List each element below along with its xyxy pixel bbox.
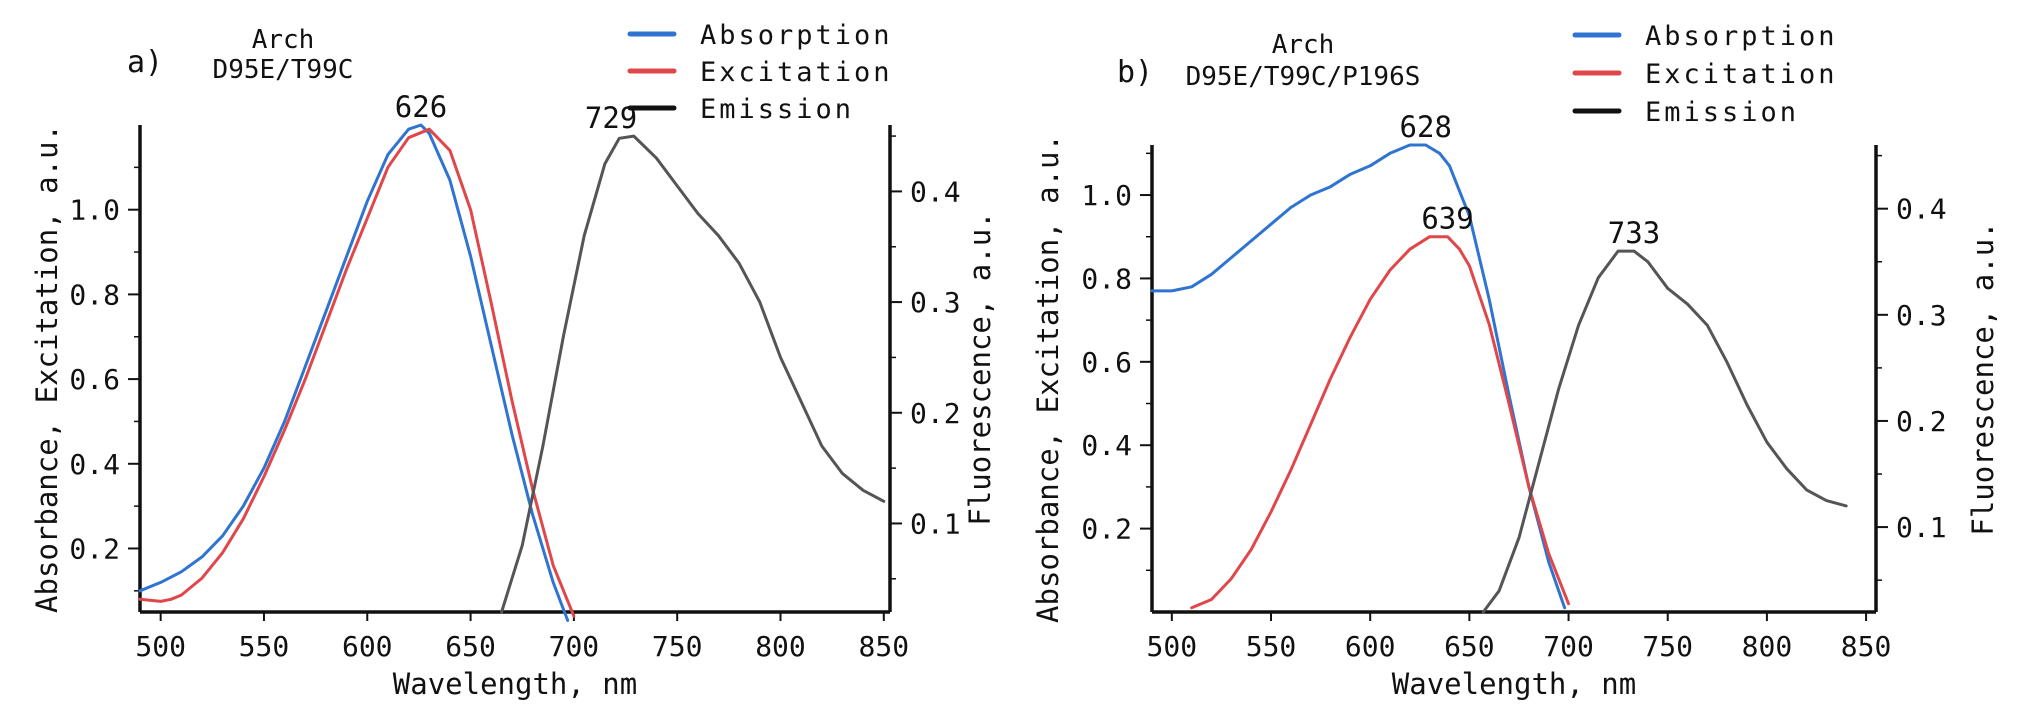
x-tick-label: 800: [755, 630, 806, 663]
peak-label: 639: [1421, 202, 1473, 236]
legend-label: Excitation: [1645, 59, 1838, 90]
y2-tick-label: 0.4: [1896, 193, 1947, 226]
legend-label: Absorption: [1645, 21, 1838, 52]
x-tick-label: 500: [135, 630, 186, 663]
x-tick-label: 750: [652, 630, 703, 663]
y-axis-label: Absorbance, Excitation, a.u.: [1031, 134, 1065, 623]
series-line-absorption: [1150, 143, 1567, 610]
y-tick-label: 0.2: [69, 532, 120, 565]
legend-label: Excitation: [700, 57, 893, 88]
series-line-absorption: [138, 123, 570, 622]
y-tick-label: 0.4: [69, 448, 120, 481]
x-tick-label: 600: [1345, 630, 1396, 663]
y-tick-label: 1.0: [69, 194, 120, 227]
peak-label: 628: [1400, 110, 1452, 144]
panel-title: Arch: [1272, 30, 1335, 60]
y-tick-label: 1.0: [1081, 179, 1132, 212]
series-line-excitation: [138, 127, 576, 618]
x-tick-label: 650: [1444, 630, 1495, 663]
y-tick-label: 0.4: [1081, 429, 1132, 462]
peak-label: 729: [585, 101, 637, 135]
panel-label: a): [127, 45, 163, 80]
peak-label: 626: [395, 90, 447, 124]
y2-tick-label: 0.3: [1896, 299, 1947, 332]
x-tick-label: 750: [1642, 630, 1693, 663]
y-axis-label: Absorbance, Excitation, a.u.: [30, 124, 64, 613]
x-tick-label: 850: [1841, 630, 1892, 663]
legend-label: Emission: [700, 94, 854, 125]
x-axis-label: Wavelength, nm: [393, 667, 637, 701]
y2-tick-label: 0.1: [910, 507, 961, 540]
chart-panel-b: 500 550 600 650 700 750 800 850 0.2 0.4 0.6 0.8 1.0 0…: [1031, 21, 2000, 701]
x-tick-label: 550: [239, 630, 290, 663]
x-tick-label: 800: [1742, 630, 1793, 663]
panel-title: Arch: [252, 25, 315, 55]
series-line-emission: [500, 134, 886, 614]
legend-label: Emission: [1645, 97, 1799, 128]
y2-axis-label: Fluorescence, a.u.: [1966, 221, 2000, 535]
panel-subtitle: D95E/T99C: [213, 55, 354, 85]
x-tick-label: 550: [1246, 630, 1297, 663]
x-tick-label: 850: [859, 630, 910, 663]
x-tick-label: 600: [342, 630, 393, 663]
y-tick-label: 0.8: [69, 278, 120, 311]
y-tick-label: 0.2: [1081, 513, 1132, 546]
y-tick-label: 0.6: [69, 363, 120, 396]
panel-label: b): [1117, 55, 1153, 90]
y-tick-label: 0.6: [1081, 346, 1132, 379]
x-tick-label: 700: [1543, 630, 1594, 663]
y2-tick-label: 0.2: [1896, 405, 1947, 438]
peak-label: 733: [1608, 216, 1660, 250]
series-line-excitation: [1190, 235, 1570, 610]
x-axis-label: Wavelength, nm: [1392, 667, 1636, 701]
x-tick-label: 650: [445, 630, 496, 663]
series-line-emission: [1481, 249, 1848, 614]
x-tick-label: 500: [1147, 630, 1198, 663]
chart-panel-a: 500 550 600 650 700 750 800 850 0.2 0.4 0.6 0.8 1.0 0…: [30, 20, 997, 701]
panel-subtitle: D95E/T99C/P196S: [1186, 62, 1421, 92]
y2-tick-label: 0.1: [1896, 511, 1947, 544]
y2-tick-label: 0.3: [910, 286, 961, 319]
y2-tick-label: 0.4: [910, 175, 961, 208]
y-tick-label: 0.8: [1081, 262, 1132, 295]
y2-axis-label: Fluorescence, a.u.: [963, 211, 997, 525]
y2-tick-label: 0.2: [910, 397, 961, 430]
legend-label: Absorption: [700, 20, 893, 51]
x-tick-label: 700: [549, 630, 600, 663]
